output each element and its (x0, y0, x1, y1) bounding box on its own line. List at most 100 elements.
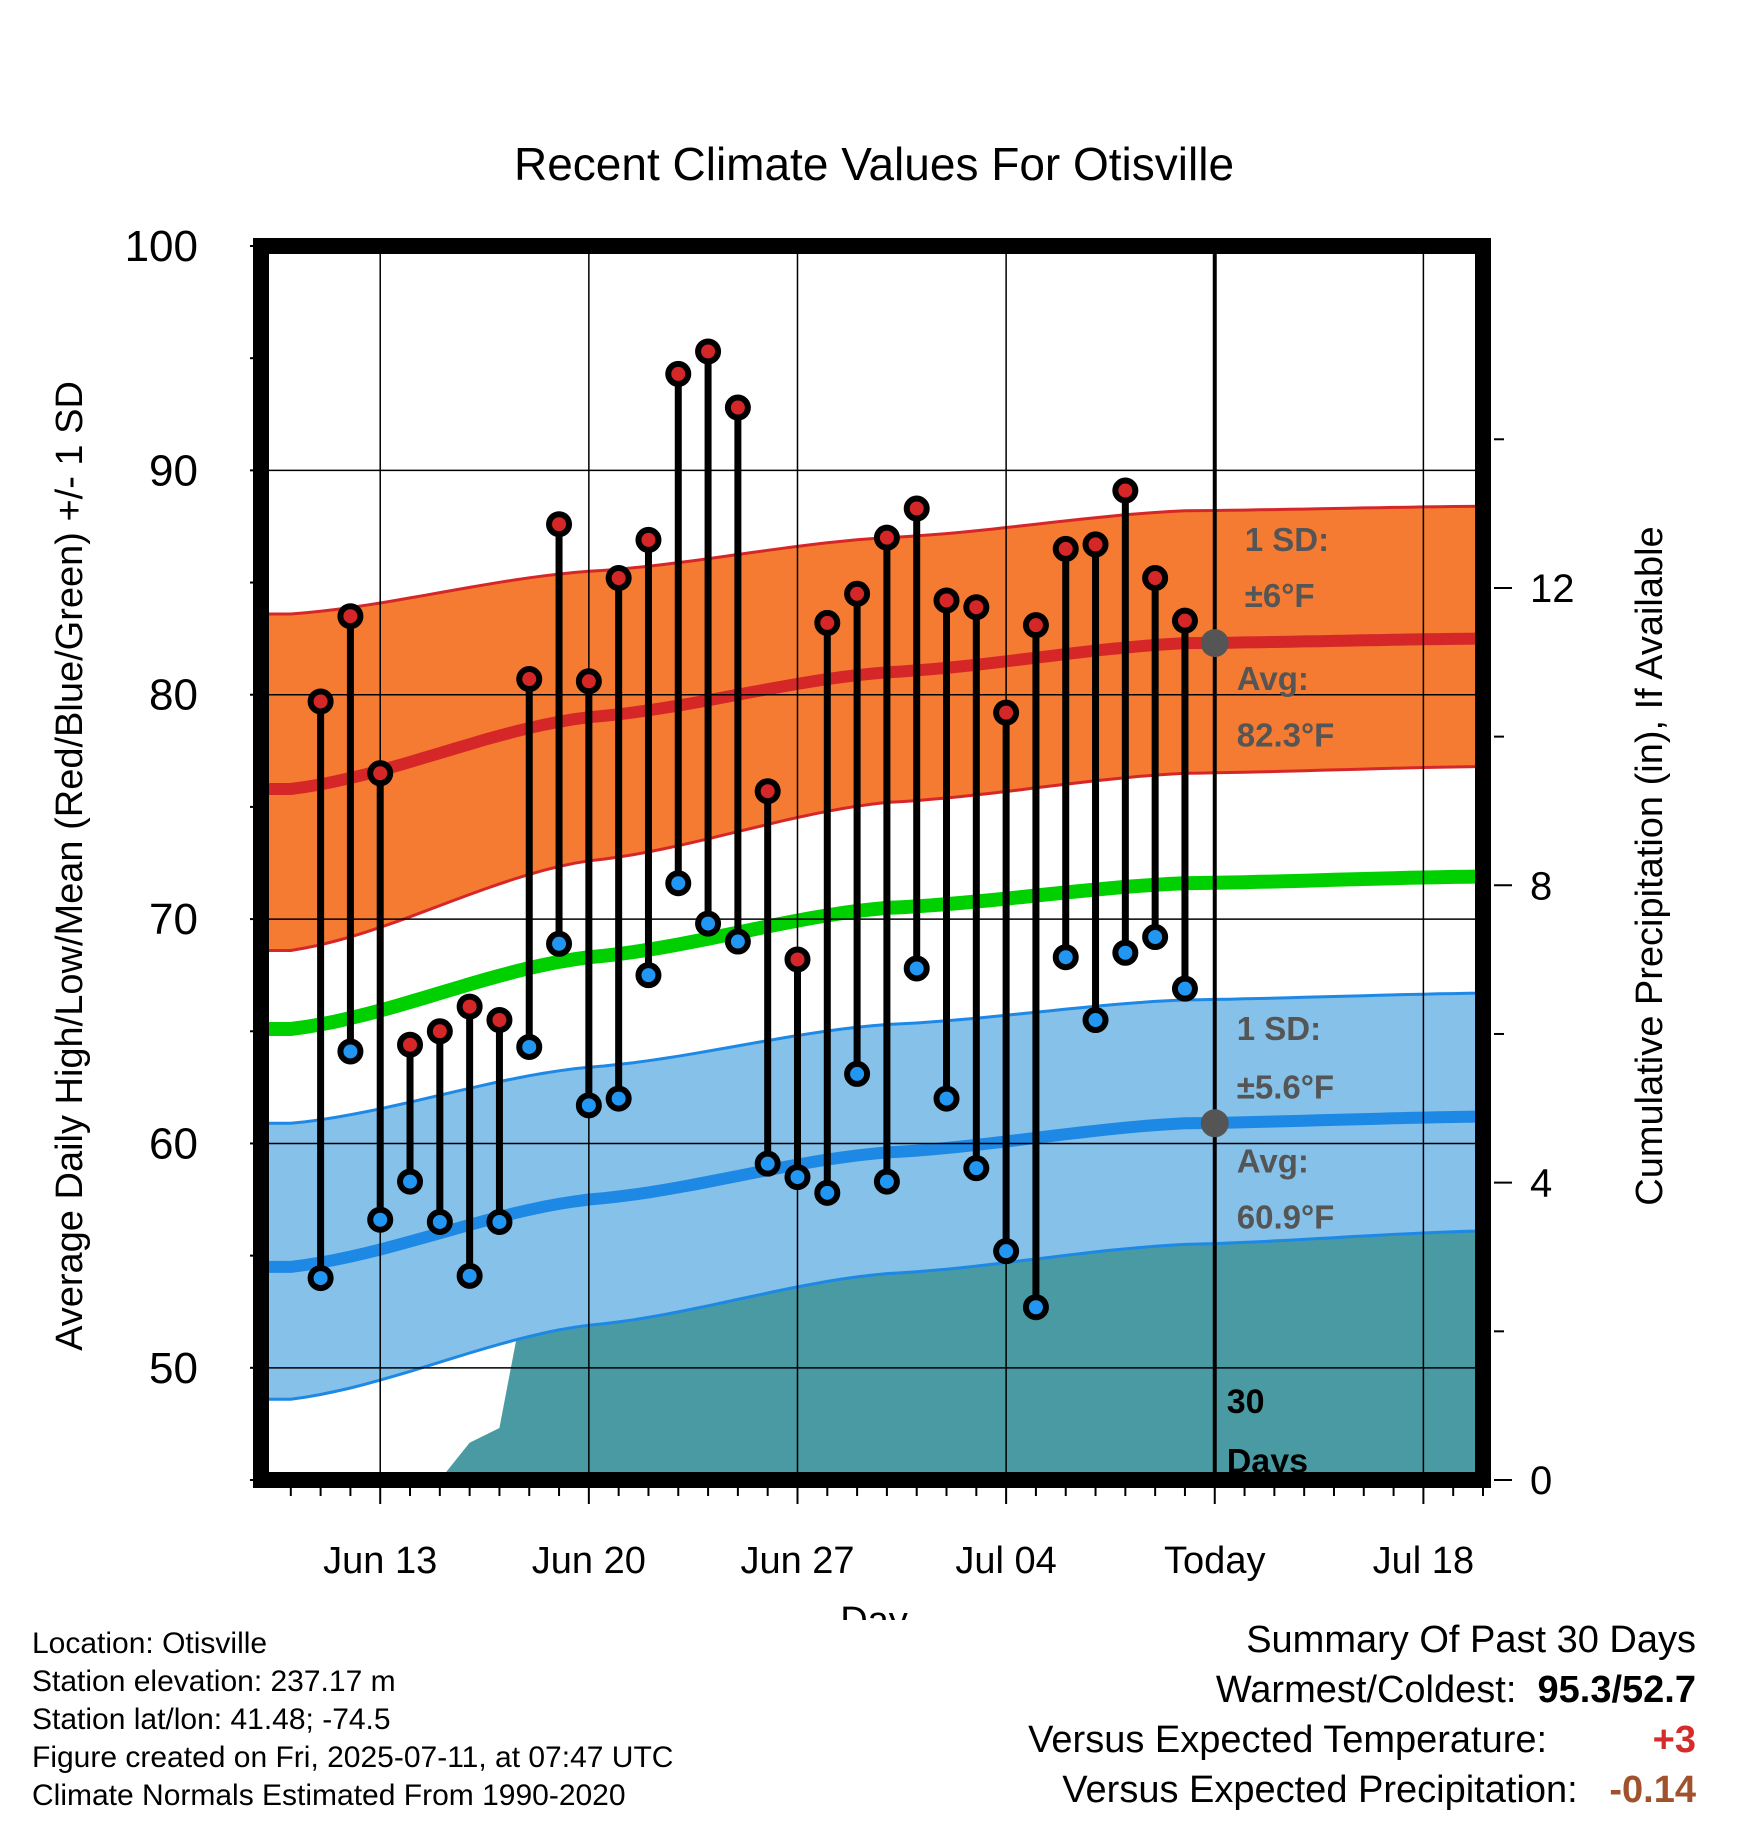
y-tick-label-70: 70 (149, 895, 198, 944)
annot-high-sd-val: ±6°F (1245, 577, 1315, 614)
obs-low-13 (665, 870, 692, 897)
obs-high-15 (724, 394, 751, 421)
obs-high-16 (754, 778, 781, 805)
annot-high-sd: 1 SD: (1245, 521, 1329, 558)
x-tick-label-jul-04: Jul 04 (955, 1540, 1056, 1582)
y-tick-label-60: 60 (149, 1119, 198, 1168)
today-low-marker (1200, 1109, 1229, 1138)
plot-area: 1 SD: ±6°F Avg: 82.3°F 1 SD: ±5.6°F Avg: 60.9°F… (261, 246, 1483, 1480)
summary-title: Summary Of Past 30 Days (1246, 1619, 1696, 1661)
summary-warm-row: Warmest/Coldest: 95.3/52.7 (1028, 1665, 1696, 1715)
obs-low-22 (933, 1085, 960, 1112)
x-tick-label-jul-18: Jul 18 (1373, 1540, 1474, 1582)
y-tick-label-90: 90 (149, 446, 198, 495)
obs-high-19 (844, 580, 871, 607)
obs-high-3 (367, 760, 394, 787)
obs-low-30 (1171, 975, 1198, 1002)
obs-high-7 (486, 1007, 513, 1034)
summary-temp-label: Versus Expected Temperature: (1028, 1719, 1548, 1761)
obs-high-4 (397, 1031, 424, 1058)
x-axis-label: Day (840, 1600, 908, 1620)
summary-precip-row: Versus Expected Precipitation: -0.14 (1028, 1765, 1696, 1815)
summary-warm-value: 95.3/52.7 (1537, 1669, 1696, 1711)
obs-low-7 (486, 1208, 513, 1235)
obs-low-28 (1112, 939, 1139, 966)
obs-high-6 (456, 993, 483, 1020)
normal-low-band (261, 993, 1483, 1400)
obs-low-20 (873, 1168, 900, 1195)
x-tick-label-today: Today (1164, 1540, 1265, 1582)
days-label-number: 30 (1227, 1383, 1265, 1421)
obs-low-5 (426, 1208, 453, 1235)
climate-chart: 1 SD: ±6°F Avg: 82.3°F 1 SD: ±5.6°F Avg: 60.9°F… (49, 138, 1671, 1620)
y2-tick-label-4: 4 (1530, 1162, 1552, 1206)
obs-high-14 (695, 338, 722, 365)
obs-high-23 (963, 594, 990, 621)
obs-high-2 (337, 603, 364, 630)
normal-high-band-upper (261, 504, 1483, 616)
y2-axis-label: Cumulative Precipitation (in), If Availa… (1629, 526, 1671, 1205)
obs-low-24 (993, 1238, 1020, 1265)
y-tick-label-100: 100 (125, 222, 198, 271)
obs-low-23 (963, 1155, 990, 1182)
obs-high-27 (1082, 531, 1109, 558)
obs-low-4 (397, 1168, 424, 1195)
y-tick-label-80: 80 (149, 671, 198, 720)
obs-low-8 (516, 1033, 543, 1060)
obs-high-9 (546, 511, 573, 538)
obs-high-29 (1142, 565, 1169, 592)
obs-high-24 (993, 699, 1020, 726)
info-created: Figure created on Fri, 2025-07-11, at 07… (32, 1741, 674, 1774)
y-tick-label-50: 50 (149, 1344, 198, 1393)
summary-precip-label: Versus Expected Precipitation: (1062, 1769, 1578, 1811)
obs-high-10 (575, 668, 602, 695)
station-info: Location: Otisville Station elevation: 2… (32, 1625, 673, 1815)
obs-high-28 (1112, 477, 1139, 504)
info-latlon: Station lat/lon: 41.48; -74.5 (32, 1703, 391, 1736)
annot-high-avg: Avg: (1237, 660, 1309, 697)
obs-low-11 (605, 1085, 632, 1112)
obs-low-17 (784, 1164, 811, 1191)
summary-temp-value: +3 (1652, 1719, 1696, 1761)
chart-title: Recent Climate Values For Otisville (514, 138, 1234, 190)
normal-low-band-upper (261, 991, 1483, 1125)
obs-low-18 (814, 1179, 841, 1206)
plot-frame (253, 238, 1491, 1488)
obs-high-22 (933, 587, 960, 614)
summary-panel: Summary Of Past 30 Days Warmest/Coldest:… (1028, 1615, 1696, 1815)
annot-high-avg-val: 82.3°F (1237, 716, 1335, 753)
obs-low-19 (844, 1060, 871, 1087)
obs-low-10 (575, 1092, 602, 1119)
obs-low-15 (724, 928, 751, 955)
obs-low-26 (1052, 944, 1079, 971)
normal-high-band-lower (261, 765, 1483, 952)
obs-high-25 (1022, 612, 1049, 639)
y2-tick-label-12: 12 (1530, 567, 1575, 611)
obs-high-26 (1052, 535, 1079, 562)
obs-low-9 (546, 930, 573, 957)
obs-low-16 (754, 1150, 781, 1177)
normal-low-band-lower (261, 1229, 1483, 1401)
obs-low-27 (1082, 1007, 1109, 1034)
obs-high-11 (605, 565, 632, 592)
obs-low-1 (307, 1265, 334, 1292)
obs-low-21 (903, 955, 930, 982)
obs-high-30 (1171, 607, 1198, 634)
normal-mean-line (261, 869, 1483, 1036)
summary-precip-value: -0.14 (1609, 1769, 1696, 1811)
obs-low-29 (1142, 924, 1169, 951)
x-tick-label-jun-20: Jun 20 (532, 1540, 646, 1582)
summary-temp-row: Versus Expected Temperature: +3 (1028, 1715, 1696, 1765)
x-tick-label-jun-13: Jun 13 (323, 1540, 437, 1582)
info-elevation: Station elevation: 237.17 m (32, 1665, 396, 1698)
annot-low-avg: Avg: (1237, 1143, 1309, 1180)
obs-high-21 (903, 495, 930, 522)
y-axis-label: Average Daily High/Low/Mean (Red/Blue/Gr… (49, 381, 91, 1351)
obs-low-14 (695, 910, 722, 937)
y2-tick-label-8: 8 (1530, 864, 1552, 908)
obs-high-1 (307, 688, 334, 715)
obs-high-8 (516, 666, 543, 693)
obs-high-20 (873, 524, 900, 551)
obs-low-3 (367, 1206, 394, 1233)
obs-low-12 (635, 962, 662, 989)
